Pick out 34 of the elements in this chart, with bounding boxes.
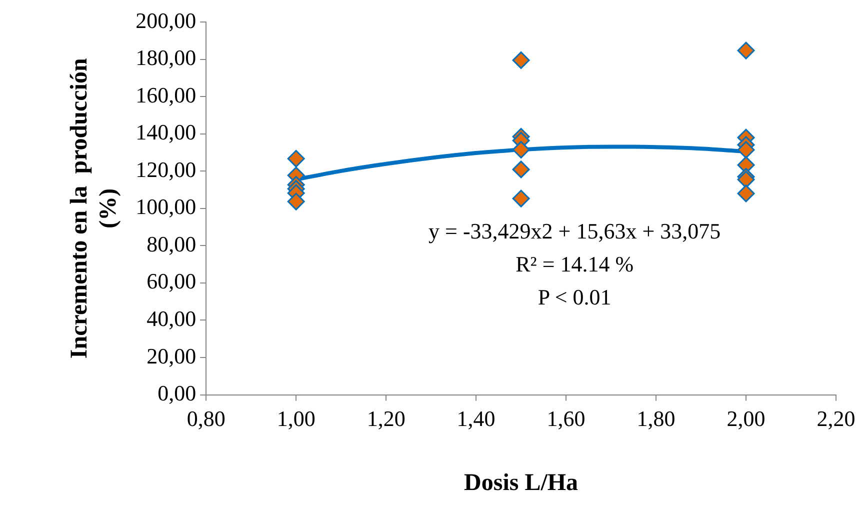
annotation: P < 0.01 bbox=[538, 284, 612, 310]
y-tick-label: 0,00 bbox=[158, 380, 196, 406]
x-tick-label: 1,20 bbox=[366, 406, 406, 431]
y-tick-label: 140,00 bbox=[136, 120, 196, 145]
annotation: y = -33,429x2 + 15,63x + 33,075 bbox=[428, 218, 721, 244]
point bbox=[512, 51, 530, 69]
y-tick-label: 160,00 bbox=[136, 82, 196, 108]
x-tick-label: 1,60 bbox=[546, 406, 586, 431]
y-tick-label: 180,00 bbox=[136, 45, 196, 70]
y-tick-label: 80,00 bbox=[146, 231, 196, 256]
point bbox=[737, 170, 755, 188]
x-tick-label: 0,80 bbox=[186, 406, 226, 431]
y-tick-label: 20,00 bbox=[146, 343, 196, 368]
point bbox=[737, 141, 755, 159]
point bbox=[287, 192, 305, 210]
y-tick-label: 60,00 bbox=[146, 268, 196, 294]
x-tick-label: 1,00 bbox=[276, 406, 316, 431]
x-tick-label: 1,40 bbox=[456, 406, 496, 431]
annotation: R² = 14.14 % bbox=[516, 251, 634, 276]
point bbox=[512, 160, 530, 178]
point bbox=[287, 150, 305, 168]
y-tick-label: 40,00 bbox=[146, 306, 196, 332]
point bbox=[512, 140, 530, 158]
y-axis-title: Incremento en la producción (%) bbox=[66, 58, 122, 359]
point bbox=[737, 42, 755, 60]
x-axis-title: Dosis L/Ha bbox=[464, 470, 578, 496]
y-tick-label: 200,00 bbox=[136, 8, 196, 33]
x-tick-label: 1,80 bbox=[636, 406, 676, 431]
x-tick-label: 2,00 bbox=[726, 406, 766, 431]
y-tick-label: 120,00 bbox=[136, 156, 196, 182]
point bbox=[737, 184, 755, 202]
x-tick-label: 2,20 bbox=[816, 406, 856, 431]
y-tick-label: 100,00 bbox=[136, 194, 196, 220]
point bbox=[512, 190, 530, 208]
